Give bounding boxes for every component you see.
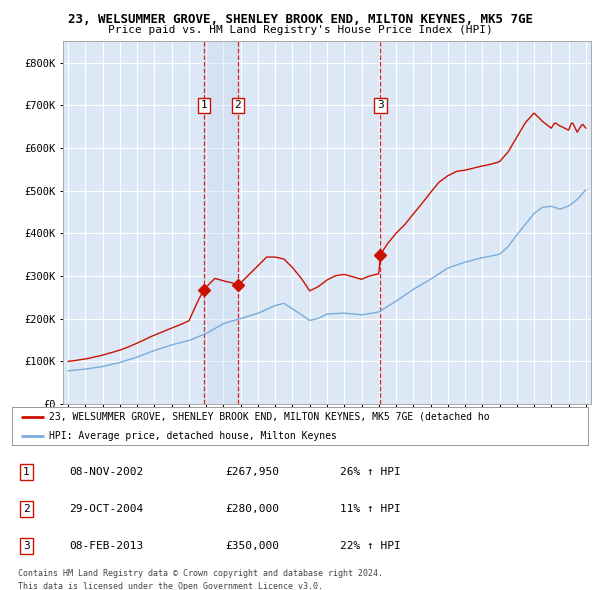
Text: Contains HM Land Registry data © Crown copyright and database right 2024.: Contains HM Land Registry data © Crown c… [18, 569, 383, 578]
Text: £267,950: £267,950 [225, 467, 279, 477]
Text: 1: 1 [200, 100, 207, 110]
Text: £350,000: £350,000 [225, 540, 279, 550]
Text: 1: 1 [23, 467, 30, 477]
Text: £280,000: £280,000 [225, 504, 279, 514]
Text: 08-FEB-2013: 08-FEB-2013 [70, 540, 144, 550]
Text: 2: 2 [235, 100, 241, 110]
Text: 23, WELSUMMER GROVE, SHENLEY BROOK END, MILTON KEYNES, MK5 7GE: 23, WELSUMMER GROVE, SHENLEY BROOK END, … [67, 13, 533, 26]
Text: 3: 3 [23, 540, 30, 550]
Text: 3: 3 [377, 100, 384, 110]
Text: This data is licensed under the Open Government Licence v3.0.: This data is licensed under the Open Gov… [18, 582, 323, 590]
Text: Price paid vs. HM Land Registry's House Price Index (HPI): Price paid vs. HM Land Registry's House … [107, 25, 493, 35]
Text: 11% ↑ HPI: 11% ↑ HPI [340, 504, 401, 514]
Text: 22% ↑ HPI: 22% ↑ HPI [340, 540, 401, 550]
Text: 26% ↑ HPI: 26% ↑ HPI [340, 467, 401, 477]
Text: HPI: Average price, detached house, Milton Keynes: HPI: Average price, detached house, Milt… [49, 431, 337, 441]
Text: 29-OCT-2004: 29-OCT-2004 [70, 504, 144, 514]
Text: 2: 2 [23, 504, 30, 514]
Bar [204, 41, 238, 404]
Text: 08-NOV-2002: 08-NOV-2002 [70, 467, 144, 477]
Text: 23, WELSUMMER GROVE, SHENLEY BROOK END, MILTON KEYNES, MK5 7GE (detached ho: 23, WELSUMMER GROVE, SHENLEY BROOK END, … [49, 412, 490, 422]
